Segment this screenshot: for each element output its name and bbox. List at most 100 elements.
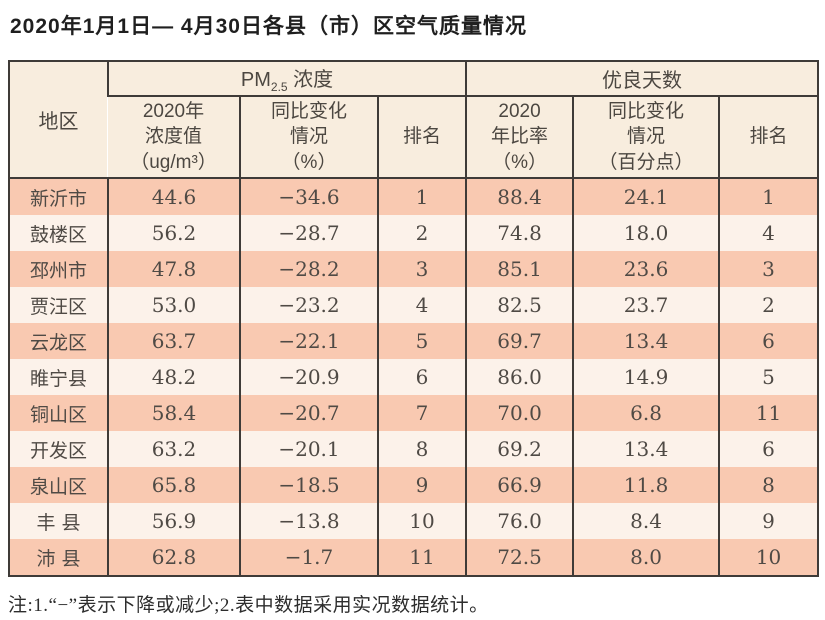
pm-rank-cell: 11 (376, 539, 467, 576)
pm-value-cell: 48.2 (107, 359, 240, 395)
table-row: 丰 县 56.9 −13.8 10 76.0 8.4 9 (9, 503, 819, 539)
good-change-cell: 13.4 (572, 323, 720, 359)
good-rank-cell: 5 (718, 359, 819, 395)
region-cell: 云龙区 (9, 323, 108, 359)
pm-value-cell: 56.9 (107, 503, 240, 539)
good-rank-cell: 8 (718, 467, 819, 503)
good-change-cell: 14.9 (572, 359, 720, 395)
pm-change-cell: −22.1 (239, 323, 378, 359)
header-sub-row: 2020年 浓度值 （ug/m³） 同比变化 情况 （%） 排名 2020 年比… (9, 96, 819, 178)
good-ratio-cell: 88.4 (465, 178, 574, 215)
table-row: 沛 县 62.8 −1.7 11 72.5 8.0 10 (9, 539, 819, 576)
good-rank-cell: 2 (718, 287, 819, 323)
good-ratio-cell: 82.5 (465, 287, 574, 323)
good-rank-cell: 6 (718, 431, 819, 467)
good-change-cell: 11.8 (572, 467, 720, 503)
column-header-pm-change: 同比变化 情况 （%） (239, 96, 378, 178)
good-ratio-cell: 69.7 (465, 323, 574, 359)
pm-change-cell: −34.6 (239, 178, 378, 215)
pm-value-cell: 65.8 (107, 467, 240, 503)
good-ratio-cell: 69.2 (465, 431, 574, 467)
pm-rank-cell: 8 (376, 431, 467, 467)
pm25-prefix: PM (240, 69, 271, 91)
pm-change-cell: −28.7 (239, 215, 378, 251)
good-change-cell: 23.6 (572, 251, 720, 287)
region-cell: 丰 县 (9, 503, 108, 539)
table-row: 睢宁县 48.2 −20.9 6 86.0 14.9 5 (9, 359, 819, 395)
footnote: 注:1.“−”表示下降或减少;2.表中数据采用实况数据统计。 (8, 595, 489, 616)
good-change-cell: 23.7 (572, 287, 720, 323)
good-rank-cell: 3 (718, 251, 819, 287)
pm-value-cell: 63.2 (107, 431, 240, 467)
pm-value-cell: 53.0 (107, 287, 240, 323)
good-change-cell: 24.1 (572, 178, 720, 215)
pm-value-cell: 44.6 (107, 178, 240, 215)
pm-change-cell: −23.2 (239, 287, 378, 323)
region-cell: 睢宁县 (9, 359, 108, 395)
good-change-cell: 6.8 (572, 395, 720, 431)
good-ratio-cell: 85.1 (465, 251, 574, 287)
good-change-cell: 8.0 (572, 539, 720, 576)
good-rank-cell: 10 (718, 539, 819, 576)
column-header-good-ratio: 2020 年比率 （%） (465, 96, 574, 178)
pm25-suffix: 浓度 (287, 69, 334, 91)
pm-rank-cell: 7 (376, 395, 467, 431)
good-ratio-cell: 66.9 (465, 467, 574, 503)
pm-change-cell: −1.7 (239, 539, 378, 576)
pm-value-cell: 63.7 (107, 323, 240, 359)
table-row: 铜山区 58.4 −20.7 7 70.0 6.8 11 (9, 395, 819, 431)
pm-rank-cell: 10 (376, 503, 467, 539)
pm-rank-cell: 3 (376, 251, 467, 287)
pm-rank-cell: 2 (376, 215, 467, 251)
header-group-row: 地区 PM2.5 浓度 优良天数 (9, 61, 819, 178)
good-rank-cell: 1 (718, 178, 819, 215)
region-cell: 铜山区 (9, 395, 108, 431)
good-rank-cell: 6 (718, 323, 819, 359)
table-row: 开发区 63.2 −20.1 8 69.2 13.4 6 (9, 431, 819, 467)
pm-value-cell: 62.8 (107, 539, 240, 576)
pm-value-cell: 58.4 (107, 395, 240, 431)
region-cell: 沛 县 (9, 539, 108, 576)
pm-change-cell: −20.7 (239, 395, 378, 431)
column-header-pm-rank: 排名 (376, 96, 467, 178)
good-change-cell: 8.4 (572, 503, 720, 539)
good-rank-cell: 11 (718, 395, 819, 431)
region-cell: 泉山区 (9, 467, 108, 503)
pm-change-cell: −20.1 (239, 431, 378, 467)
pm-rank-cell: 5 (376, 323, 467, 359)
table-row: 云龙区 63.7 −22.1 5 69.7 13.4 6 (9, 323, 819, 359)
pm-rank-cell: 6 (376, 359, 467, 395)
good-ratio-cell: 72.5 (465, 539, 574, 576)
table-header: 地区 PM2.5 浓度 优良天数 2020年 浓度值 （ug/m³） 同比变化 … (9, 61, 819, 178)
good-ratio-cell: 74.8 (465, 215, 574, 251)
table-row: 鼓楼区 56.2 −28.7 2 74.8 18.0 4 (9, 215, 819, 251)
column-group-good-days: 优良天数 (465, 61, 819, 97)
column-header-pm-value: 2020年 浓度值 （ug/m³） (108, 96, 240, 178)
column-header-good-rank: 排名 (718, 96, 819, 178)
region-cell: 鼓楼区 (9, 215, 108, 251)
table-row: 泉山区 65.8 −18.5 9 66.9 11.8 8 (9, 467, 819, 503)
table-row: 邳州市 47.8 −28.2 3 85.1 23.6 3 (9, 251, 819, 287)
region-cell: 开发区 (9, 431, 108, 467)
pm-change-cell: −18.5 (239, 467, 378, 503)
good-change-cell: 18.0 (572, 215, 720, 251)
good-rank-cell: 4 (718, 215, 819, 251)
pm-rank-cell: 4 (376, 287, 467, 323)
region-cell: 新沂市 (9, 178, 108, 215)
pm-value-cell: 47.8 (107, 251, 240, 287)
good-rank-cell: 9 (718, 503, 819, 539)
pm-change-cell: −28.2 (239, 251, 378, 287)
pm-rank-cell: 1 (376, 178, 467, 215)
region-cell: 邳州市 (9, 251, 108, 287)
column-header-good-change: 同比变化 情况 （百分点） (572, 96, 720, 178)
good-ratio-cell: 86.0 (465, 359, 574, 395)
air-quality-table: 地区 PM2.5 浓度 优良天数 2020年 浓度值 （ug/m³） 同比变化 … (8, 60, 820, 577)
column-group-pm25: PM2.5 浓度 (106, 61, 467, 97)
good-ratio-cell: 70.0 (465, 395, 574, 431)
page-title: 2020年1月1日— 4月30日各县（市）区空气质量情况 (10, 15, 527, 38)
column-header-region: 地区 (9, 61, 108, 178)
pm-change-cell: −20.9 (239, 359, 378, 395)
table-row: 新沂市 44.6 −34.6 1 88.4 24.1 1 (9, 178, 819, 215)
region-cell: 贾汪区 (9, 287, 108, 323)
